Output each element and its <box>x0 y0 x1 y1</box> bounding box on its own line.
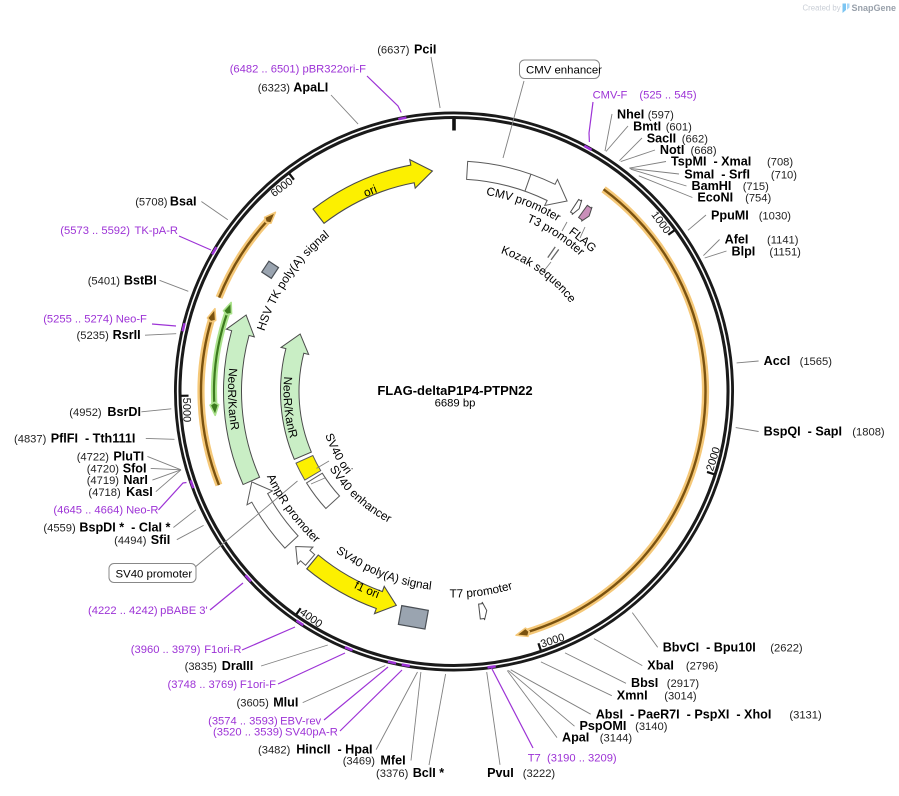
svg-text:BbvCI - Bpu10I: BbvCI - Bpu10I <box>663 640 756 654</box>
svg-text:(1808): (1808) <box>852 427 885 439</box>
svg-text:pBABE 3': pBABE 3' <box>160 605 208 617</box>
svg-text:(3131): (3131) <box>789 709 822 721</box>
svg-text:(2796): (2796) <box>686 661 719 673</box>
svg-text:AccI: AccI <box>764 354 791 368</box>
svg-text:(3482): (3482) <box>258 745 291 757</box>
svg-text:(4952): (4952) <box>69 407 102 419</box>
svg-text:(710): (710) <box>771 169 797 181</box>
svg-text:CMV-F: CMV-F <box>593 89 628 101</box>
svg-text:(3190 .. 3209): (3190 .. 3209) <box>547 753 617 765</box>
svg-text:EBV-rev: EBV-rev <box>280 716 321 728</box>
svg-text:BstBI: BstBI <box>124 273 157 287</box>
svg-text:BlpI: BlpI <box>732 244 756 258</box>
svg-text:SnapGene: SnapGene <box>852 3 897 13</box>
svg-text:(3469): (3469) <box>343 756 376 768</box>
svg-text:Neo-F: Neo-F <box>116 313 147 325</box>
svg-text:MluI: MluI <box>273 696 298 710</box>
svg-text:(4720): (4720) <box>87 464 120 476</box>
svg-text:HincII - HpaI: HincII - HpaI <box>296 743 372 757</box>
svg-text:(3574 .. 3593): (3574 .. 3593) <box>208 716 278 728</box>
svg-text:F1ori-F: F1ori-F <box>240 679 276 691</box>
svg-text:(3605): (3605) <box>237 698 270 710</box>
svg-text:(4719): (4719) <box>87 475 120 487</box>
svg-text:5000: 5000 <box>180 398 192 423</box>
svg-text:Created by: Created by <box>803 4 841 13</box>
svg-text:FLAG-deltaP1P4-PTPN22: FLAG-deltaP1P4-PTPN22 <box>377 383 532 398</box>
svg-text:(3376): (3376) <box>376 768 409 780</box>
svg-text:pBR322ori-F: pBR322ori-F <box>303 63 367 75</box>
svg-text:(5708): (5708) <box>135 197 168 209</box>
svg-text:(525 .. 545): (525 .. 545) <box>639 89 696 101</box>
svg-text:RsrII: RsrII <box>113 328 141 342</box>
svg-text:(3222): (3222) <box>523 768 556 780</box>
svg-text:BclI *: BclI * <box>413 766 445 780</box>
svg-text:6689 bp: 6689 bp <box>435 398 476 410</box>
svg-text:(4494): (4494) <box>114 535 147 547</box>
svg-text:Neo-R: Neo-R <box>126 505 158 517</box>
svg-text:F1ori-R: F1ori-R <box>204 644 241 656</box>
svg-text:BspQI - SapI: BspQI - SapI <box>764 425 842 439</box>
svg-text:(1141): (1141) <box>767 235 799 247</box>
svg-text:CMV enhancer: CMV enhancer <box>526 64 602 76</box>
svg-text:(3835): (3835) <box>185 661 218 673</box>
svg-text:PvuI: PvuI <box>487 766 514 780</box>
svg-text:(754): (754) <box>745 193 771 205</box>
svg-text:(6482 .. 6501): (6482 .. 6501) <box>230 63 300 75</box>
svg-text:(1151): (1151) <box>769 246 801 258</box>
svg-text:DraIII: DraIII <box>222 659 254 673</box>
svg-text:(2622): (2622) <box>770 642 803 654</box>
svg-text:(6637): (6637) <box>377 45 410 57</box>
svg-text:(5255 .. 5274): (5255 .. 5274) <box>43 313 113 325</box>
svg-text:(3014): (3014) <box>664 691 697 703</box>
svg-text:SfiI: SfiI <box>151 533 171 547</box>
svg-text:(715): (715) <box>743 181 769 193</box>
svg-text:(2917): (2917) <box>667 678 700 690</box>
svg-text:(3144): (3144) <box>600 733 633 745</box>
svg-text:(5401): (5401) <box>88 275 121 287</box>
svg-text:T7: T7 <box>528 753 541 765</box>
svg-text:EcoNI: EcoNI <box>697 191 733 205</box>
svg-text:SV40 promoter: SV40 promoter <box>116 569 193 581</box>
svg-text:(4222 .. 4242): (4222 .. 4242) <box>88 605 158 617</box>
svg-text:MfeI: MfeI <box>380 754 405 768</box>
svg-text:SV40pA-R: SV40pA-R <box>285 726 338 738</box>
svg-text:PpuMI: PpuMI <box>711 208 749 222</box>
svg-text:PluTI: PluTI <box>113 450 144 464</box>
svg-text:(708): (708) <box>767 157 793 169</box>
svg-text:XbaI: XbaI <box>647 659 674 673</box>
svg-text:ApaI: ApaI <box>562 731 589 745</box>
svg-text:(1030): (1030) <box>759 210 792 222</box>
svg-text:(662): (662) <box>682 133 708 145</box>
svg-text:(3748 .. 3769): (3748 .. 3769) <box>168 679 238 691</box>
svg-text:(6323): (6323) <box>258 82 291 94</box>
svg-text:BsrDI: BsrDI <box>107 405 141 419</box>
svg-text:(3140): (3140) <box>635 721 668 733</box>
svg-text:BspDI * - ClaI *: BspDI * - ClaI * <box>79 521 170 535</box>
svg-text:(5235): (5235) <box>77 330 110 342</box>
svg-text:ApaLI: ApaLI <box>293 80 328 94</box>
svg-text:(4718): (4718) <box>88 487 121 499</box>
svg-text:PflFI - Tth111I: PflFI - Tth111I <box>51 432 136 446</box>
svg-text:SfoI: SfoI <box>123 462 147 476</box>
svg-text:(4722): (4722) <box>77 452 110 464</box>
svg-text:PciI: PciI <box>414 43 436 57</box>
svg-text:(4837): (4837) <box>14 434 47 446</box>
svg-text:(3520 .. 3539): (3520 .. 3539) <box>213 726 283 738</box>
svg-text:(1565): (1565) <box>800 356 833 368</box>
svg-text:BsaI: BsaI <box>170 195 197 209</box>
svg-text:TK-pA-R: TK-pA-R <box>135 225 179 237</box>
svg-text:(5573 .. 5592): (5573 .. 5592) <box>60 225 130 237</box>
svg-text:(4645 .. 4664): (4645 .. 4664) <box>53 505 123 517</box>
svg-text:XmnI: XmnI <box>617 689 648 703</box>
svg-text:(4559): (4559) <box>43 523 76 535</box>
svg-text:(3960 .. 3979): (3960 .. 3979) <box>131 644 201 656</box>
